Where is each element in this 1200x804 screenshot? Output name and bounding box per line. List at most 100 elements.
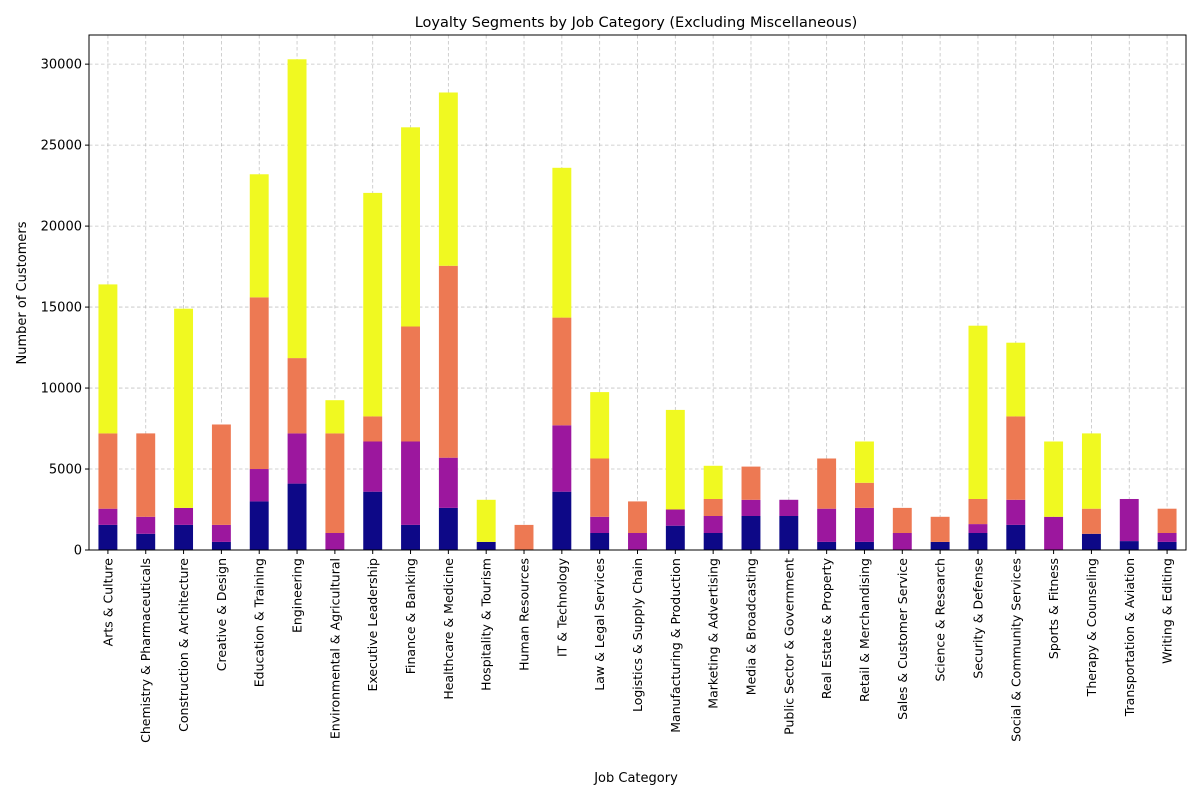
x-tick-label: Media & Broadcasting: [743, 558, 758, 695]
bar-segment: [438, 92, 458, 266]
x-tick-label: Law & Legal Services: [592, 558, 607, 691]
bar-segment: [287, 483, 307, 550]
bar-segment: [98, 284, 118, 434]
x-tick-label: Chemistry & Pharmaceuticals: [138, 558, 153, 743]
bar-segment: [590, 532, 610, 550]
bar-segment: [363, 441, 383, 492]
x-tick-label: Real Estate & Property: [819, 557, 834, 699]
x-tick-label: IT & Technology: [554, 557, 569, 657]
bar-segment: [703, 515, 723, 533]
x-tick-label: Hospitality & Tourism: [479, 558, 494, 691]
bar-segment: [628, 532, 647, 550]
bar-segment: [665, 509, 685, 526]
bar-segment: [249, 469, 269, 502]
bar-segment: [552, 317, 572, 426]
bar-segment: [438, 507, 458, 550]
bar-segment: [1157, 541, 1177, 550]
y-axis-label: Number of Customers: [15, 221, 30, 364]
bar-segment: [1044, 441, 1064, 517]
bar-segment: [552, 491, 572, 550]
bar-segment: [817, 541, 837, 550]
x-tick-label: Social & Community Services: [1008, 558, 1023, 742]
x-tick-label: Construction & Architecture: [176, 558, 191, 732]
bar-segment: [665, 525, 685, 550]
bar-segment: [703, 465, 723, 499]
bar-segment: [855, 441, 874, 483]
bar-segment: [1006, 499, 1026, 525]
bar-segment: [136, 516, 156, 534]
bar-segment: [325, 400, 345, 434]
bar-segment: [211, 541, 231, 550]
bar-segment: [325, 433, 345, 533]
bar-segment: [817, 508, 837, 542]
bar-segment: [628, 501, 647, 533]
bar-segment: [249, 297, 269, 470]
bar-segment: [1006, 342, 1026, 417]
bar-segment: [855, 541, 874, 550]
bar-segment: [476, 541, 496, 550]
x-tick-label: Human Resources: [517, 558, 532, 671]
bar-segment: [98, 433, 118, 509]
bar-segment: [855, 482, 874, 508]
bar-segment: [401, 441, 420, 525]
bar-segment: [741, 515, 761, 550]
x-axis-label: Job Category: [593, 771, 678, 786]
x-tick-label: Finance & Banking: [403, 558, 418, 674]
y-tick-label: 5000: [49, 463, 82, 478]
bar-segment: [1119, 498, 1139, 542]
bar-segment: [968, 498, 988, 525]
y-axis-ticks: 0 5000 10000 15000 20000 25000 30000: [41, 58, 89, 559]
bar-segment: [703, 498, 723, 516]
x-tick-label: Therapy & Counseling: [1084, 558, 1099, 697]
bar-segment: [287, 358, 307, 434]
bar-segment: [174, 507, 194, 525]
x-tick-label: Writing & Editing: [1160, 558, 1175, 664]
bar-segment: [401, 127, 420, 327]
x-tick-label: Logistics & Supply Chain: [630, 558, 645, 712]
bar-segment: [930, 541, 950, 550]
bar-segment: [401, 326, 420, 442]
bar-segment: [514, 524, 534, 550]
bar-segment: [98, 524, 118, 550]
x-tick-label: Engineering: [290, 558, 305, 633]
x-axis-ticks: Arts & Culture Chemistry & Pharmaceutical…: [100, 550, 1175, 743]
bar-segment: [476, 499, 496, 542]
bar-segment: [1006, 524, 1026, 550]
bar-segment: [968, 325, 988, 499]
bar-segment: [325, 532, 345, 550]
bar-segment: [552, 425, 572, 492]
bar-segment: [1157, 532, 1177, 542]
bar-segment: [741, 499, 761, 516]
bar-segment: [249, 501, 269, 550]
bar-segment: [590, 516, 610, 533]
chart-title: Loyalty Segments by Job Category (Exclud…: [415, 15, 858, 31]
x-tick-label: Sales & Customer Service: [895, 558, 910, 720]
x-tick-label: Healthcare & Medicine: [441, 558, 456, 700]
x-tick-label: Retail & Merchandising: [857, 558, 872, 702]
bar-segment: [703, 532, 723, 550]
bar-segment: [249, 174, 269, 298]
bar-segment: [1006, 416, 1026, 500]
bar-segment: [136, 433, 156, 517]
bar-segment: [438, 265, 458, 458]
bar-segment: [211, 424, 231, 525]
bar-segment: [1081, 533, 1101, 550]
bar-segment: [401, 524, 420, 550]
x-tick-label: Executive Leadership: [365, 558, 380, 692]
x-tick-label: Security & Defense: [970, 558, 985, 679]
bar-segment: [174, 524, 194, 550]
bar-segment: [779, 499, 799, 516]
x-tick-label: Sports & Fitness: [1046, 558, 1061, 659]
y-tick-label: 15000: [41, 301, 82, 316]
bar-segment: [892, 507, 912, 533]
x-tick-label: Creative & Design: [214, 558, 229, 671]
x-tick-label: Transportation & Aviation: [1122, 558, 1137, 717]
bar-segment: [552, 167, 572, 318]
bar-segment: [363, 491, 383, 550]
bar-segment: [1119, 541, 1139, 550]
bar-segment: [98, 508, 118, 525]
bar-segment: [590, 392, 610, 459]
bars: [98, 59, 1177, 550]
